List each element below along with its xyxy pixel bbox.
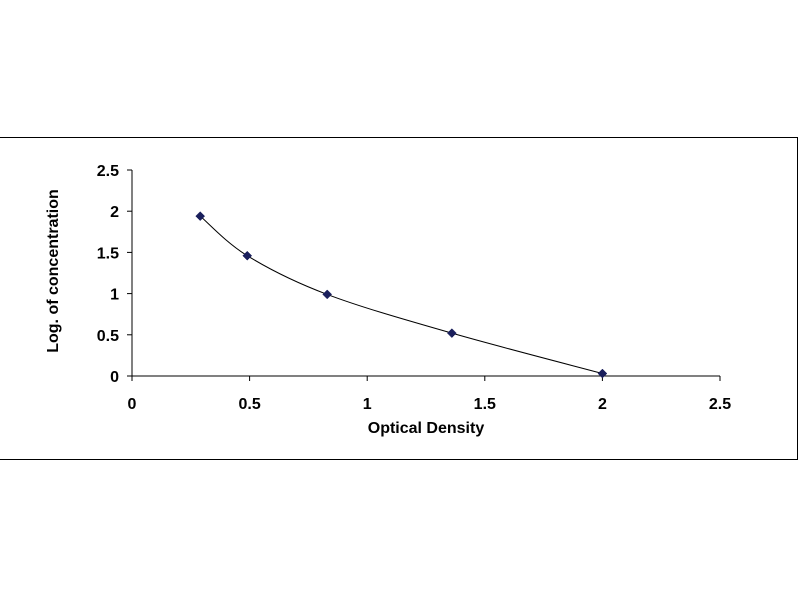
fit-curve <box>199 215 603 375</box>
data-point-marker <box>322 289 333 300</box>
y-tick-label: 1 <box>110 287 119 304</box>
y-tick-label: 0 <box>110 369 119 386</box>
tick-labels: 0 0.5 1 1.5 2 2.5 0 0.5 1 1.5 2 2.5 <box>97 163 731 413</box>
x-tick-label: 0.5 <box>238 396 260 413</box>
x-axis-title: Optical Density <box>368 420 485 437</box>
chart-frame <box>0 137 798 460</box>
data-point-marker <box>195 211 206 221</box>
axes <box>127 169 721 381</box>
y-tick-label: 0.5 <box>97 328 119 345</box>
x-tick-label: 1 <box>363 396 372 413</box>
x-tick-label: 0 <box>128 396 137 413</box>
y-axis-title: Log. of concentration <box>45 189 62 353</box>
data-points <box>195 211 608 379</box>
y-tick-label: 2.5 <box>97 163 119 180</box>
data-point-marker <box>242 250 253 261</box>
x-tick-label: 2 <box>598 396 607 413</box>
data-point-marker <box>447 328 457 339</box>
data-point-marker <box>597 368 608 379</box>
x-tick-label: 2.5 <box>709 396 731 413</box>
y-tick-label: 1.5 <box>97 245 119 262</box>
x-tick-label: 1.5 <box>474 396 496 413</box>
y-tick-label: 2 <box>110 204 119 221</box>
